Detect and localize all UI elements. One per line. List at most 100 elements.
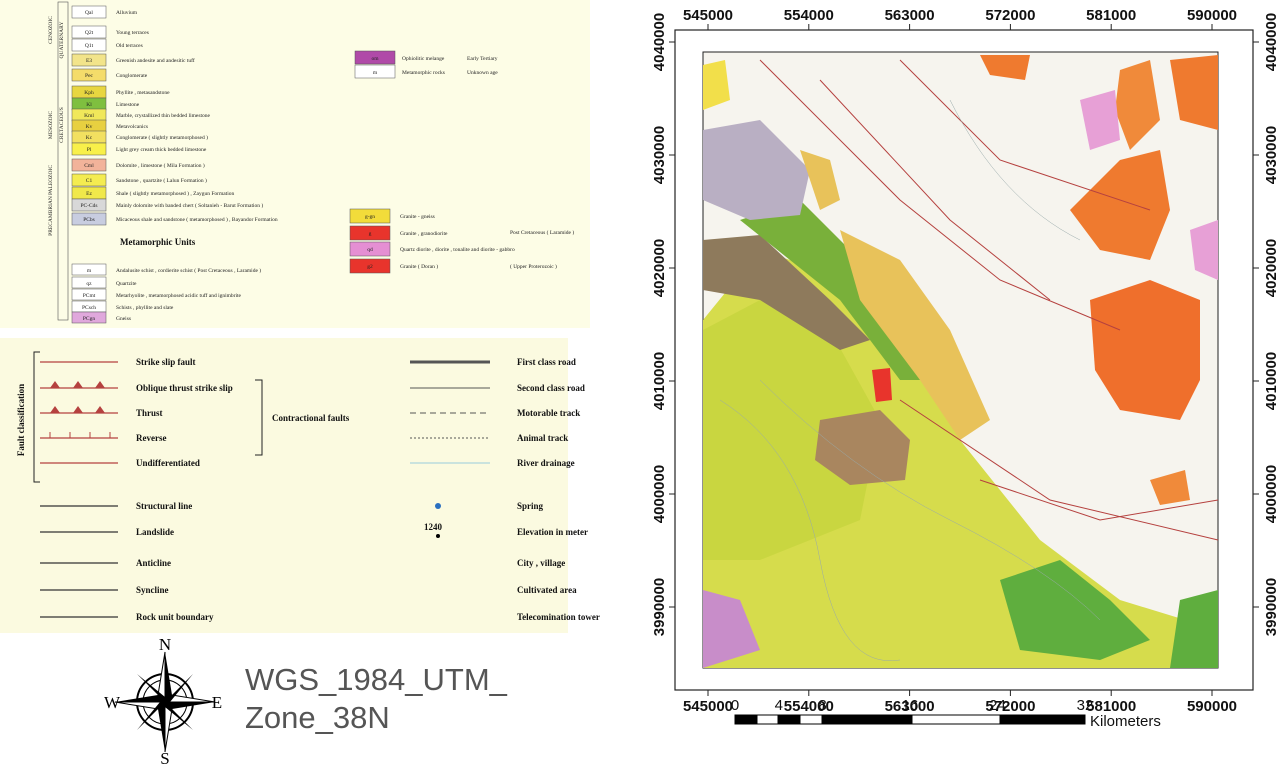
y-tick-label: 4010000 [1263,352,1280,410]
era-label: PRECAMBRIAN [48,196,54,236]
y-tick-label: 4020000 [651,239,668,297]
y-tick-label: 4040000 [1263,13,1280,71]
unit-code: PC-Cds [80,203,97,209]
legend-label: Motorable track [517,408,580,418]
unit-code: om [371,56,379,62]
x-tick-label: 563000 [885,7,935,24]
y-tick-label: 4020000 [1263,239,1280,297]
x-tick-label: 590000 [1187,7,1237,24]
unit-code: Qal [85,10,93,16]
unit-code: Kc [86,135,93,141]
legend-label: Telecomination tower [517,612,600,622]
legend-label: Syncline [136,585,169,595]
legend-symbol [436,534,440,538]
scale-label: 4 [775,697,783,714]
unit-desc: Greenish andesite and andesitic tuff [116,57,195,64]
contractional-label: Contractional faults [272,413,350,423]
compass-n: N [159,635,171,654]
x-tick-label: 590000 [1187,698,1237,715]
unit-code: E3 [86,58,92,64]
unit-desc: Limestone [116,102,140,108]
unit-desc: Micaceous shale and sandstone ( metamorp… [116,216,278,223]
scale-label: 24 [989,697,1006,714]
legend-label: Second class road [517,383,585,393]
page: N S E W WGS_1984_UTM_ Zone_38N Fault cla… [0,0,1282,765]
unit-code: qz [86,281,92,287]
legend-label: Landslide [136,527,174,537]
era-label: CRETACEOUS [59,107,65,143]
unit-age: Unknown age [467,70,498,76]
legend-label: Anticline [136,558,171,568]
unit-code: Pl [87,147,92,153]
unit-code: Ez [86,191,92,197]
legend-label: Oblique thrust strike slip [136,383,233,393]
intrusive-age: Post Cretaceous ( Laramide ) [510,229,574,236]
unit-desc: Young terraces [116,30,149,36]
y-tick-label: 4000000 [651,465,668,523]
y-tick-label: 4010000 [651,352,668,410]
unit-code: Q1t [85,43,94,49]
scale-unit: Kilometers [1090,713,1161,730]
fault-title: Fault classification [16,384,26,456]
x-tick-label: 554000 [784,7,834,24]
legend-label: City , village [517,558,565,568]
scale-label: 16 [902,697,919,714]
unit-code: Q2t [85,30,94,36]
unit-desc: Ophiolitic melange [402,56,445,62]
compass-s: S [160,749,169,765]
unit-code: PCbs [83,217,95,223]
era-label: PALEOZOIC [48,165,54,195]
legend-label: Elevation in meter [517,527,588,537]
y-tick-label: 4000000 [1263,465,1280,523]
unit-code: qd [367,247,373,253]
unit-desc: Light grey cream thick bedded limestone [116,147,207,153]
unit-desc: Alluvium [116,10,138,16]
map-image [703,52,1218,668]
x-tick-label: 581000 [1086,7,1136,24]
unit-code: Cml [84,163,94,169]
unit-code: C1 [86,178,93,184]
unit-desc: Metamorphic rocks [402,70,445,76]
unit-code: Kph [84,90,94,96]
unit-desc: Conglomerate ( slightly metamorphosed ) [116,134,208,141]
unit-desc: Marble, crystallized thin bedded limesto… [116,113,210,119]
unit-code: Pec [85,73,94,79]
projection-line: WGS_1984_UTM_ [245,662,508,697]
unit-desc: Andalusite schist , cordierite schist ( … [116,267,261,274]
compass-w: W [104,693,121,712]
unit-code: Kv [86,124,93,130]
legend-label: Thrust [136,408,163,418]
y-tick-label: 4030000 [651,126,668,184]
x-tick-label: 545000 [683,7,733,24]
unit-code: m [373,70,378,76]
scale-bar [735,715,1085,724]
unit-desc: Quartzite [116,281,137,287]
era-label: CENOZOIC [48,16,54,44]
scale-label: 32 [1077,697,1094,714]
unit-desc: Granite - gneiss [400,214,435,220]
unit-desc: Conglomerate [116,73,148,79]
intrusive-age: ( Upper Proterozoic ) [510,263,557,270]
era-label: MESOZOIC [48,111,54,139]
legend-label: First class road [517,357,576,367]
legend-label: Spring [517,501,544,511]
unit-desc: Granite , granodiorite [400,231,448,237]
metamorphic-title: Metamorphic Units [120,237,196,247]
elevation-sample: 1240 [424,522,443,532]
symbol-legend-panel [0,338,568,633]
unit-desc: Dolomite , limestone ( Mila Formation ) [116,162,205,169]
unit-desc: Gneiss [116,316,131,322]
unit-code: g-gn [365,214,375,220]
y-tick-label: 3990000 [651,578,668,636]
legend-label: Animal track [517,433,568,443]
era-label: QUATERNARY [59,21,65,58]
legend-label: Undifferentiated [136,458,200,468]
unit-desc: Metavolcanics [116,124,148,130]
projection-line: Zone_38N [245,700,390,735]
legend-label: Strike slip fault [136,357,196,367]
y-tick-label: 4030000 [1263,126,1280,184]
unit-code: g2 [367,264,373,270]
x-tick-label: 572000 [985,7,1035,24]
legend-symbol [435,503,441,509]
unit-code: m [87,268,92,274]
